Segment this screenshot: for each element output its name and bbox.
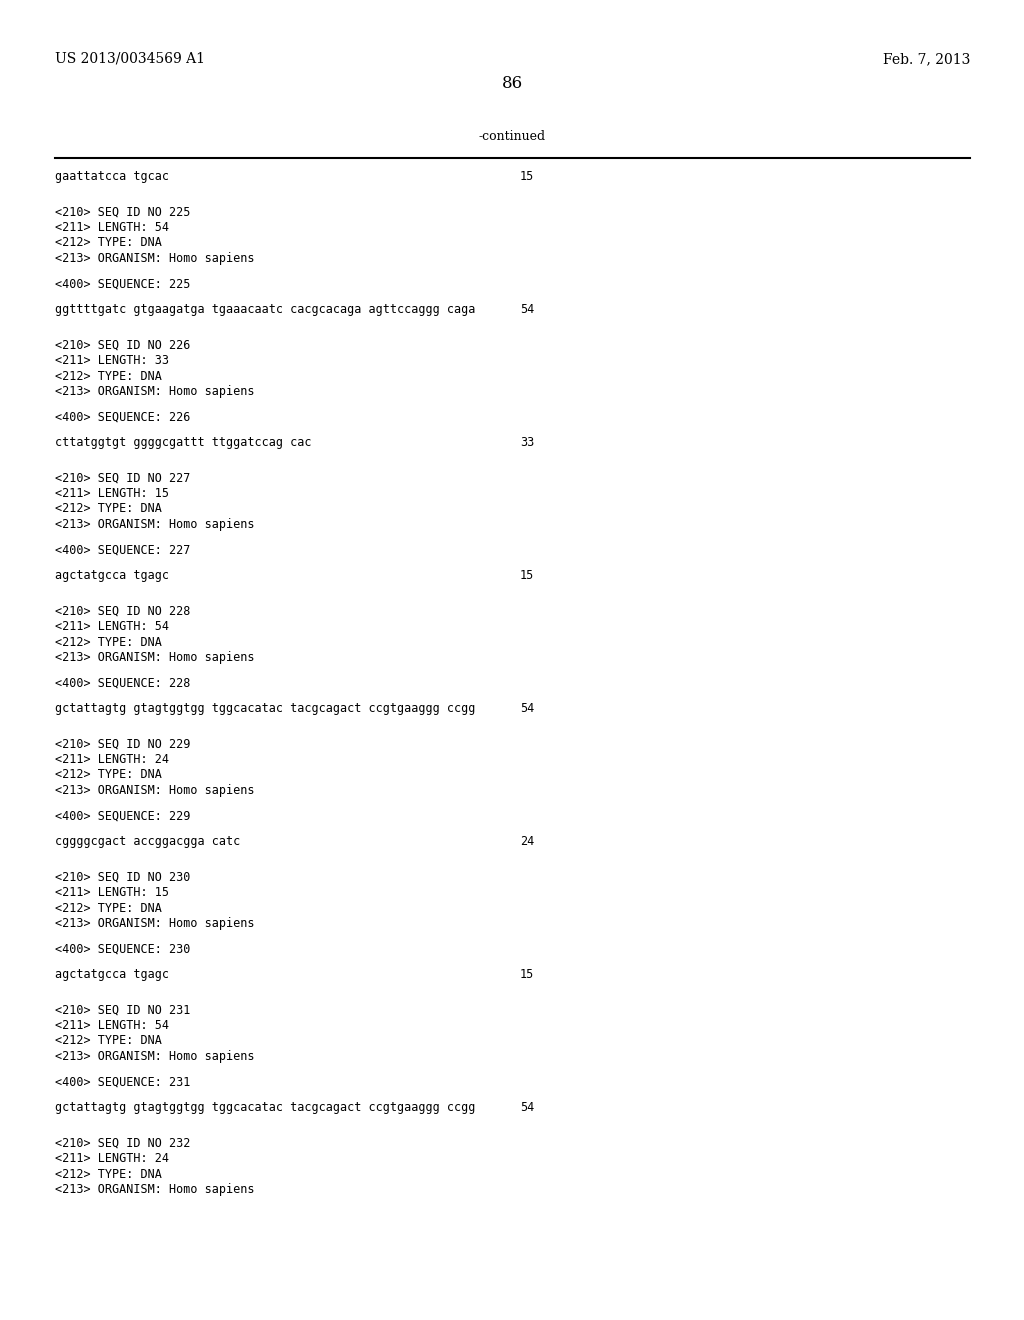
Text: <400> SEQUENCE: 230: <400> SEQUENCE: 230 bbox=[55, 942, 190, 956]
Text: <400> SEQUENCE: 226: <400> SEQUENCE: 226 bbox=[55, 411, 190, 424]
Text: <400> SEQUENCE: 231: <400> SEQUENCE: 231 bbox=[55, 1076, 190, 1089]
Text: 24: 24 bbox=[520, 836, 535, 847]
Text: <400> SEQUENCE: 229: <400> SEQUENCE: 229 bbox=[55, 809, 190, 822]
Text: 86: 86 bbox=[502, 75, 522, 92]
Text: 54: 54 bbox=[520, 1101, 535, 1114]
Text: 54: 54 bbox=[520, 702, 535, 715]
Text: gctattagtg gtagtggtgg tggcacatac tacgcagact ccgtgaaggg ccgg: gctattagtg gtagtggtgg tggcacatac tacgcag… bbox=[55, 702, 475, 715]
Text: <213> ORGANISM: Homo sapiens: <213> ORGANISM: Homo sapiens bbox=[55, 1183, 255, 1196]
Text: gctattagtg gtagtggtgg tggcacatac tacgcagact ccgtgaaggg ccgg: gctattagtg gtagtggtgg tggcacatac tacgcag… bbox=[55, 1101, 475, 1114]
Text: <213> ORGANISM: Homo sapiens: <213> ORGANISM: Homo sapiens bbox=[55, 385, 255, 399]
Text: <210> SEQ ID NO 231: <210> SEQ ID NO 231 bbox=[55, 1003, 190, 1016]
Text: <213> ORGANISM: Homo sapiens: <213> ORGANISM: Homo sapiens bbox=[55, 517, 255, 531]
Text: <400> SEQUENCE: 227: <400> SEQUENCE: 227 bbox=[55, 544, 190, 557]
Text: cggggcgact accggacgga catc: cggggcgact accggacgga catc bbox=[55, 836, 241, 847]
Text: -continued: -continued bbox=[478, 129, 546, 143]
Text: <212> TYPE: DNA: <212> TYPE: DNA bbox=[55, 635, 162, 648]
Text: <211> LENGTH: 15: <211> LENGTH: 15 bbox=[55, 487, 169, 500]
Text: <213> ORGANISM: Homo sapiens: <213> ORGANISM: Homo sapiens bbox=[55, 252, 255, 265]
Text: <400> SEQUENCE: 228: <400> SEQUENCE: 228 bbox=[55, 676, 190, 689]
Text: <212> TYPE: DNA: <212> TYPE: DNA bbox=[55, 1167, 162, 1180]
Text: 15: 15 bbox=[520, 968, 535, 981]
Text: ggttttgatc gtgaagatga tgaaacaatc cacgcacaga agttccaggg caga: ggttttgatc gtgaagatga tgaaacaatc cacgcac… bbox=[55, 304, 475, 315]
Text: <211> LENGTH: 54: <211> LENGTH: 54 bbox=[55, 620, 169, 634]
Text: <210> SEQ ID NO 228: <210> SEQ ID NO 228 bbox=[55, 605, 190, 618]
Text: <210> SEQ ID NO 232: <210> SEQ ID NO 232 bbox=[55, 1137, 190, 1150]
Text: <400> SEQUENCE: 225: <400> SEQUENCE: 225 bbox=[55, 277, 190, 290]
Text: cttatggtgt ggggcgattt ttggatccag cac: cttatggtgt ggggcgattt ttggatccag cac bbox=[55, 436, 311, 449]
Text: <213> ORGANISM: Homo sapiens: <213> ORGANISM: Homo sapiens bbox=[55, 917, 255, 931]
Text: <211> LENGTH: 54: <211> LENGTH: 54 bbox=[55, 1019, 169, 1032]
Text: <210> SEQ ID NO 226: <210> SEQ ID NO 226 bbox=[55, 338, 190, 351]
Text: <212> TYPE: DNA: <212> TYPE: DNA bbox=[55, 503, 162, 516]
Text: <210> SEQ ID NO 230: <210> SEQ ID NO 230 bbox=[55, 870, 190, 883]
Text: gaattatcca tgcac: gaattatcca tgcac bbox=[55, 170, 169, 183]
Text: <213> ORGANISM: Homo sapiens: <213> ORGANISM: Homo sapiens bbox=[55, 784, 255, 797]
Text: <213> ORGANISM: Homo sapiens: <213> ORGANISM: Homo sapiens bbox=[55, 651, 255, 664]
Text: <212> TYPE: DNA: <212> TYPE: DNA bbox=[55, 1035, 162, 1048]
Text: <210> SEQ ID NO 225: <210> SEQ ID NO 225 bbox=[55, 206, 190, 219]
Text: <210> SEQ ID NO 227: <210> SEQ ID NO 227 bbox=[55, 471, 190, 484]
Text: 54: 54 bbox=[520, 304, 535, 315]
Text: <211> LENGTH: 24: <211> LENGTH: 24 bbox=[55, 752, 169, 766]
Text: <211> LENGTH: 15: <211> LENGTH: 15 bbox=[55, 886, 169, 899]
Text: <211> LENGTH: 33: <211> LENGTH: 33 bbox=[55, 354, 169, 367]
Text: agctatgcca tgagc: agctatgcca tgagc bbox=[55, 569, 169, 582]
Text: <211> LENGTH: 24: <211> LENGTH: 24 bbox=[55, 1152, 169, 1166]
Text: US 2013/0034569 A1: US 2013/0034569 A1 bbox=[55, 51, 205, 66]
Text: <211> LENGTH: 54: <211> LENGTH: 54 bbox=[55, 220, 169, 234]
Text: agctatgcca tgagc: agctatgcca tgagc bbox=[55, 968, 169, 981]
Text: Feb. 7, 2013: Feb. 7, 2013 bbox=[883, 51, 970, 66]
Text: 33: 33 bbox=[520, 436, 535, 449]
Text: <212> TYPE: DNA: <212> TYPE: DNA bbox=[55, 236, 162, 249]
Text: 15: 15 bbox=[520, 170, 535, 183]
Text: 15: 15 bbox=[520, 569, 535, 582]
Text: <212> TYPE: DNA: <212> TYPE: DNA bbox=[55, 370, 162, 383]
Text: <212> TYPE: DNA: <212> TYPE: DNA bbox=[55, 768, 162, 781]
Text: <210> SEQ ID NO 229: <210> SEQ ID NO 229 bbox=[55, 738, 190, 751]
Text: <212> TYPE: DNA: <212> TYPE: DNA bbox=[55, 902, 162, 915]
Text: <213> ORGANISM: Homo sapiens: <213> ORGANISM: Homo sapiens bbox=[55, 1049, 255, 1063]
